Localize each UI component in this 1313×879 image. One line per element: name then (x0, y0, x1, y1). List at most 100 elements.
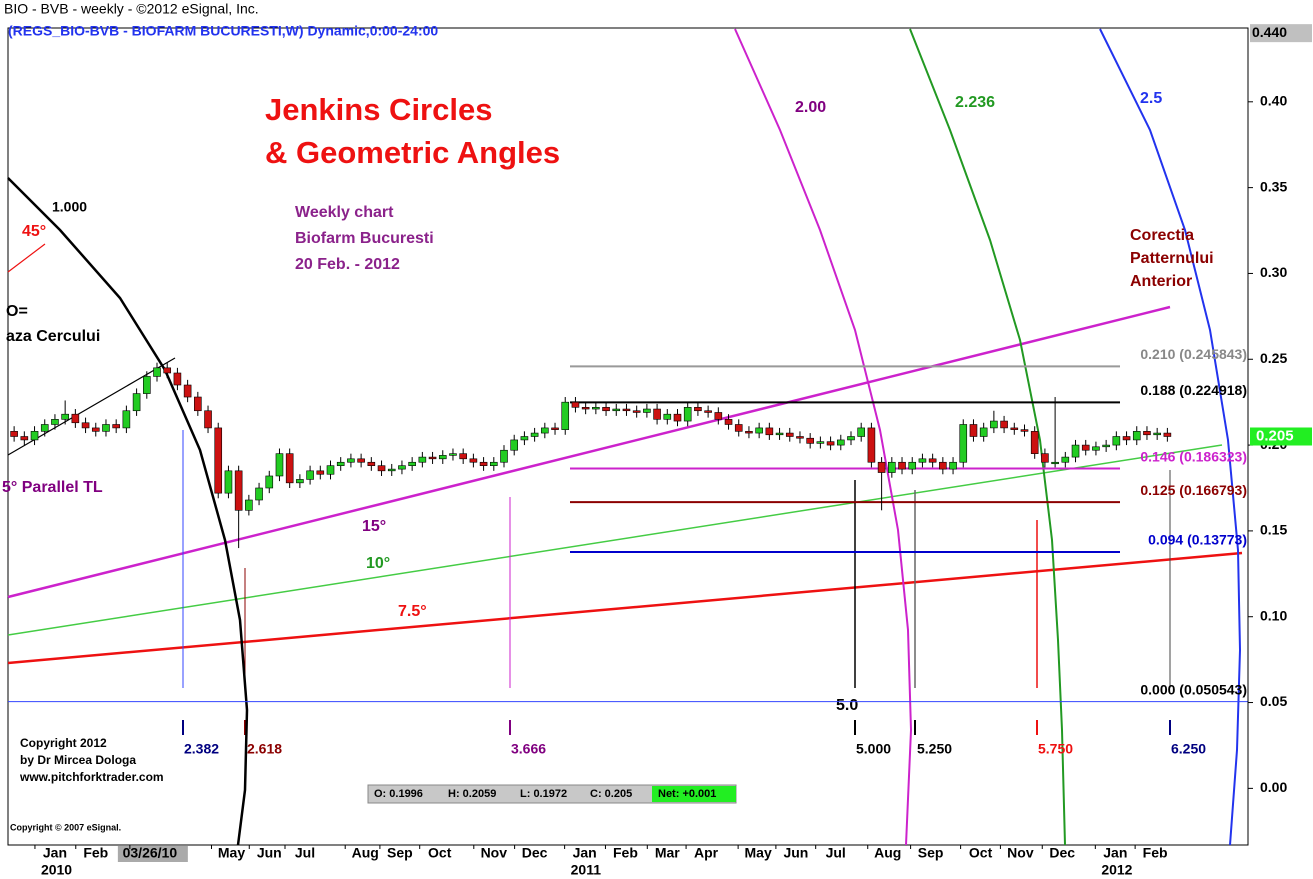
candle-body (489, 461, 498, 466)
candle-body (1143, 431, 1151, 436)
candle-body (306, 470, 314, 480)
x-tick-label: Sep (387, 845, 413, 861)
candle-body (1030, 431, 1039, 454)
copyright: Copyright 2012 (20, 736, 107, 750)
candle-body (949, 461, 957, 470)
x-tick-label: Nov (481, 845, 508, 861)
ohlc-text: L: 0.1972 (520, 788, 567, 800)
candle-body (387, 468, 396, 472)
level-label: 0.188 (0.224918) (1140, 382, 1247, 398)
header-title: BIO - BVB - weekly - ©2012 eSignal, Inc. (4, 1, 259, 17)
candle-body (336, 461, 345, 466)
candle-body (245, 499, 253, 511)
candle-body (112, 424, 120, 429)
candle-body (61, 413, 69, 420)
candle-body (479, 461, 488, 466)
angle-label: 15° (362, 518, 386, 535)
candle-body (183, 384, 192, 398)
candle-body (10, 431, 18, 437)
net-box (652, 786, 736, 802)
level-label: 0.125 (0.166793) (1140, 482, 1247, 498)
candle-body (530, 432, 539, 437)
x-year-label: 2011 (571, 862, 602, 878)
candle-body (132, 393, 141, 412)
candle-body (428, 456, 437, 460)
x-tick-label: Feb (83, 845, 108, 861)
copyright: www.pitchforktrader.com (19, 770, 164, 784)
x-tick-label: Mar (655, 845, 680, 861)
candle-body (71, 413, 80, 424)
ohlc-text: Net: +0.001 (658, 788, 716, 800)
time-label: 5.250 (917, 741, 952, 757)
candle-body (1051, 461, 1059, 465)
candle-body (704, 410, 712, 413)
candle-body (1163, 432, 1172, 437)
candle-body (30, 431, 39, 441)
y-tick-label: 0.10 (1260, 607, 1287, 623)
candle-body (847, 436, 855, 441)
trendline-15 (7, 305, 1171, 599)
y-tick-label: 0.40 (1260, 93, 1287, 109)
y-tick-label: 0.25 (1260, 350, 1287, 366)
candle-body (653, 408, 661, 420)
circle-label: 1.000 (52, 199, 87, 215)
candle-body (296, 479, 304, 484)
x-tick-label: Jun (783, 845, 808, 861)
candle-body (877, 461, 886, 473)
annotation: Patternului (1130, 250, 1214, 267)
candle-body (275, 453, 284, 477)
x-tick-label: May (218, 845, 245, 861)
candle-body (908, 461, 917, 470)
candle-body (816, 441, 825, 444)
candle-body (438, 455, 447, 460)
angle-label: 10° (366, 555, 390, 572)
ohlc-text: H: 0.2059 (448, 788, 496, 800)
y-tick-label: 0.30 (1260, 264, 1287, 280)
candle-body (418, 456, 427, 463)
last-price-label: 0.205 (1256, 427, 1294, 444)
candle-body (683, 407, 692, 422)
candle-body (91, 427, 100, 432)
top-label: 0.440 (1252, 24, 1287, 40)
candle-body (357, 458, 365, 463)
x-tick-label: Nov (1007, 845, 1034, 861)
angle-label: 45° (22, 223, 46, 240)
candle-body (571, 401, 580, 408)
x-tick-label: Jan (43, 845, 67, 861)
candle-body (163, 367, 172, 374)
candle-body (928, 458, 937, 463)
time-label: 2.618 (247, 741, 282, 757)
candle-body (694, 407, 702, 412)
candle-body (643, 408, 651, 413)
candle-body (1081, 444, 1090, 451)
x-tick-label: Jul (295, 845, 315, 861)
candle-body (449, 453, 457, 456)
candle-body (836, 439, 845, 446)
candle-body (796, 436, 804, 439)
x-tick-label: Aug (352, 845, 379, 861)
time-label: 6.250 (1171, 741, 1206, 757)
x-tick-label: Apr (694, 845, 719, 861)
candle-body (469, 458, 478, 463)
candle-body (561, 401, 570, 430)
circle-arc (7, 177, 249, 846)
candle-body (500, 449, 508, 463)
level-label: 0.146 (0.186323) (1140, 448, 1247, 464)
candle-body (204, 410, 212, 429)
annotation: O= (6, 303, 28, 320)
candle-body (265, 475, 274, 489)
time-label: 5.750 (1038, 741, 1073, 757)
circle-arc (734, 28, 913, 846)
circle-label: 2.5 (1140, 90, 1162, 107)
candle-body (408, 461, 416, 466)
candle-body (724, 419, 733, 425)
circle-label: 2.236 (955, 94, 995, 111)
copyright: by Dr Mircea Dologa (20, 753, 136, 767)
trendline-45 (7, 243, 46, 273)
marks: 0.210 (0.245843) 0.188 (0.224918) 0.146 (0… (8, 346, 1248, 703)
candle-body (857, 427, 866, 437)
candle-body (377, 465, 386, 472)
level-label: 0.000 (0.050543) (1140, 681, 1247, 697)
candle-body (663, 413, 672, 420)
